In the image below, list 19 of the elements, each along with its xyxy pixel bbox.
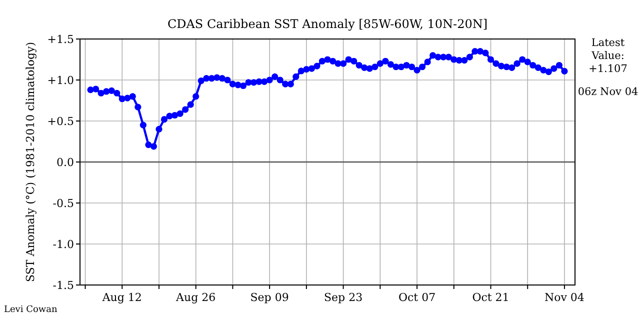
y-tick-label: -1.5 [52, 279, 74, 292]
text: Levi Cowan [4, 305, 58, 315]
x-tick-label: Aug 12 [101, 291, 142, 304]
x-tick-label: Sep 09 [250, 291, 289, 304]
text: Latest Value: +1.107 [588, 37, 628, 75]
y-tick-label: +0.5 [47, 115, 74, 128]
x-tick-label: Sep 23 [324, 291, 363, 304]
y-axis-title: SST Anomaly (°C) (1981-2010 climatology) [24, 42, 37, 282]
y-tick-label: -1.0 [52, 238, 74, 251]
y-tick-label: +1.0 [47, 74, 74, 87]
y-tick-label: -0.5 [52, 197, 74, 210]
x-tick-label: Oct 07 [398, 291, 436, 304]
x-tick-label: Nov 04 [544, 291, 584, 304]
x-tick-label: Aug 26 [175, 291, 216, 304]
y-tick-label: +1.5 [47, 33, 74, 46]
text: 06z Nov 04 [578, 86, 638, 98]
x-tick-label: Oct 21 [472, 291, 510, 304]
y-tick-label: 0.0 [56, 156, 74, 169]
chart-title: CDAS Caribbean SST Anomaly [85W-60W, 10N-20N] [167, 17, 488, 31]
